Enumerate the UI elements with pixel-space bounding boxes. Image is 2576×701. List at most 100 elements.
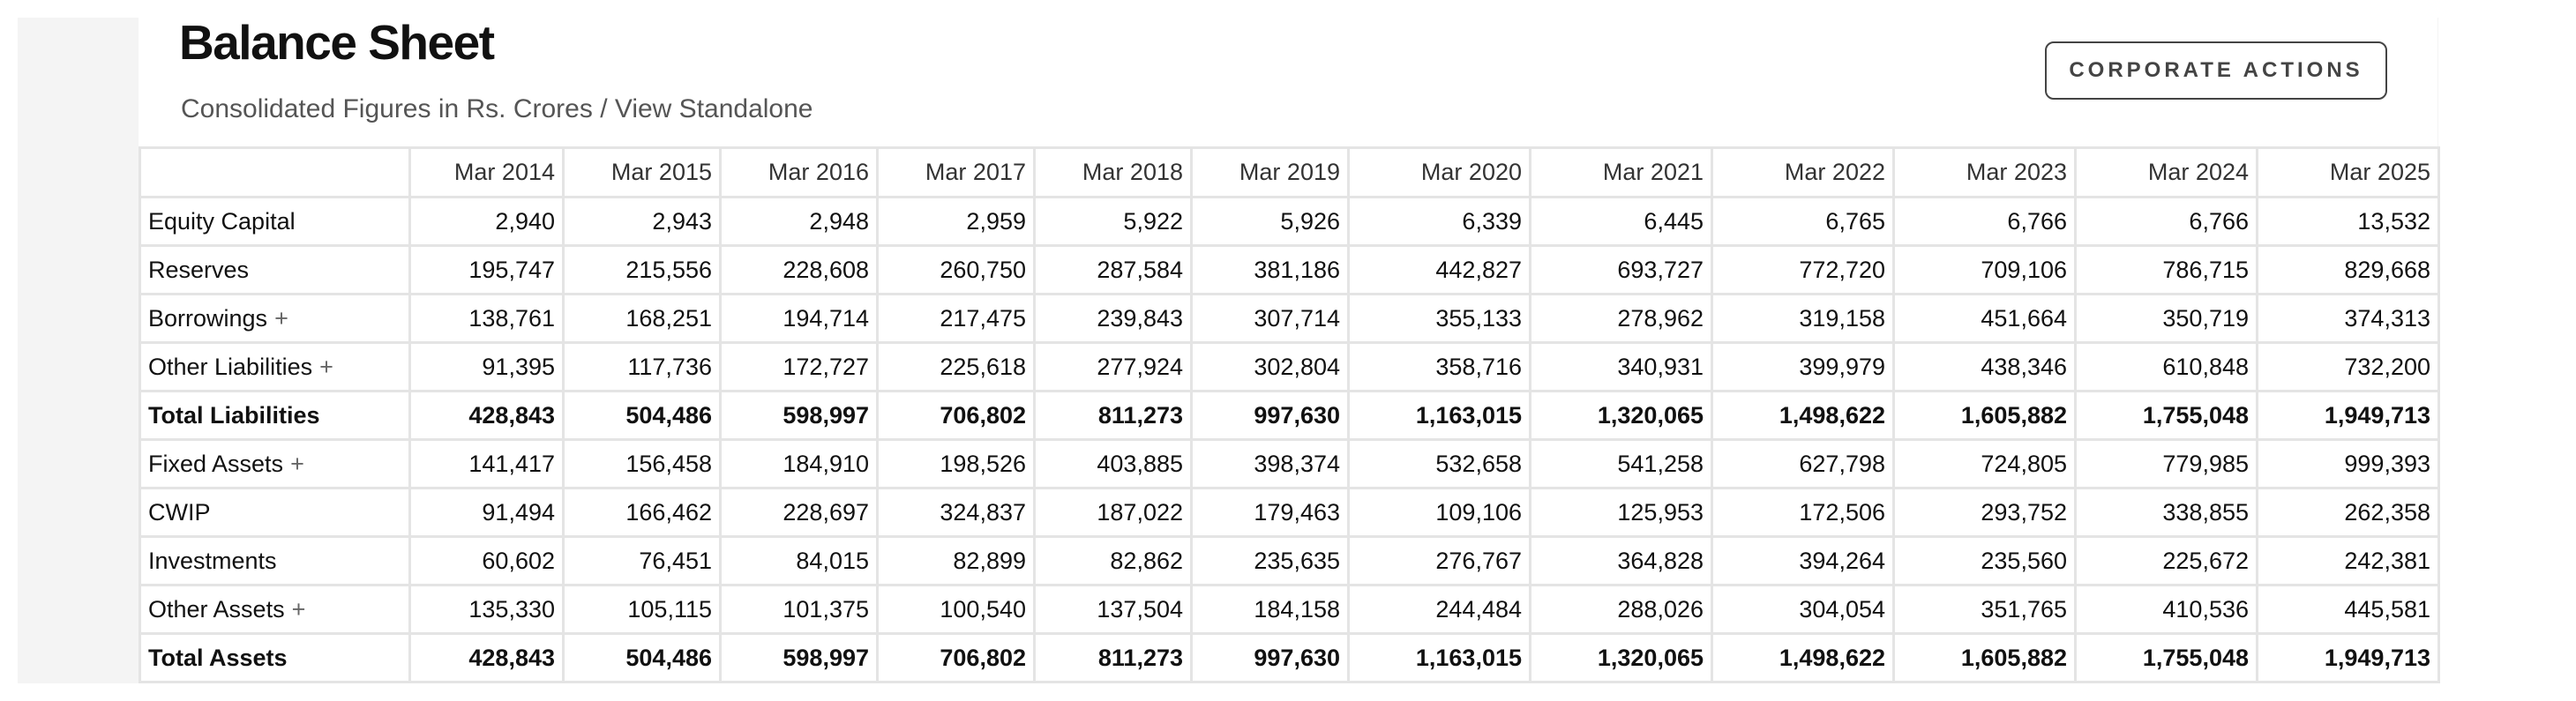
row-label: Borrowings: [148, 304, 268, 332]
value-cell: 398,374: [1190, 438, 1350, 489]
value-cell: 428,843: [408, 632, 565, 683]
value-cell: 168,251: [562, 293, 722, 344]
column-header: Mar 2020: [1347, 146, 1531, 198]
value-cell: 2,943: [562, 196, 722, 247]
row-label-cell: CWIP: [139, 487, 411, 538]
value-cell: 84,015: [719, 535, 879, 586]
value-cell: 225,618: [876, 341, 1036, 392]
value-cell: 172,506: [1711, 487, 1895, 538]
value-cell: 278,962: [1529, 293, 1713, 344]
value-cell: 13,532: [2256, 196, 2440, 247]
value-cell: 156,458: [562, 438, 722, 489]
value-cell: 1,320,065: [1529, 632, 1713, 683]
row-label: Total Assets: [148, 644, 288, 671]
value-cell: 276,767: [1347, 535, 1531, 586]
value-cell: 194,714: [719, 293, 879, 344]
value-cell: 228,697: [719, 487, 879, 538]
row-label-cell: Total Liabilities: [139, 390, 411, 441]
table-row[interactable]: Borrowings +138,761 168,251 194,714 217,475 2…: [139, 293, 2440, 344]
expand-plus-icon[interactable]: +: [319, 353, 333, 380]
column-header: Mar 2023: [1892, 146, 2077, 198]
value-cell: 829,668: [2256, 244, 2440, 295]
value-cell: 541,258: [1529, 438, 1713, 489]
value-cell: 324,837: [876, 487, 1036, 538]
value-cell: 117,736: [562, 341, 722, 392]
row-label: CWIP: [148, 498, 211, 526]
value-cell: 91,494: [408, 487, 565, 538]
value-cell: 260,750: [876, 244, 1036, 295]
value-cell: 215,556: [562, 244, 722, 295]
balance-sheet-table: Mar 2014 Mar 2015 Mar 2016 Mar 2017 Mar 2018…: [139, 146, 2440, 683]
table-row[interactable]: Other Assets +135,330 105,115 101,375 100,54…: [139, 584, 2440, 635]
expand-plus-icon[interactable]: +: [291, 595, 306, 623]
value-cell: 225,672: [2074, 535, 2258, 586]
value-cell: 235,635: [1190, 535, 1350, 586]
table-row: Reserves 195,747 215,556 228,608 260,750 287,…: [139, 244, 2440, 295]
value-cell: 1,163,015: [1347, 632, 1531, 683]
expand-plus-icon[interactable]: +: [290, 450, 304, 477]
value-cell: 5,926: [1190, 196, 1350, 247]
value-cell: 779,985: [2074, 438, 2258, 489]
table-row[interactable]: Fixed Assets +141,417 156,458 184,910 198,52…: [139, 438, 2440, 489]
value-cell: 1,163,015: [1347, 390, 1531, 441]
value-cell: 304,054: [1711, 584, 1895, 635]
value-cell: 6,445: [1529, 196, 1713, 247]
value-cell: 1,755,048: [2074, 390, 2258, 441]
value-cell: 6,766: [2074, 196, 2258, 247]
value-cell: 610,848: [2074, 341, 2258, 392]
table-row[interactable]: Other Liabilities +91,395 117,736 172,727 22…: [139, 341, 2440, 392]
row-label-cell: Total Assets: [139, 632, 411, 683]
row-label: Investments: [148, 547, 277, 574]
value-cell: 307,714: [1190, 293, 1350, 344]
value-cell: 1,605,882: [1892, 390, 2077, 441]
value-cell: 82,899: [876, 535, 1036, 586]
value-cell: 288,026: [1529, 584, 1713, 635]
value-cell: 76,451: [562, 535, 722, 586]
corporate-actions-button[interactable]: CORPORATE ACTIONS: [2045, 41, 2387, 100]
value-cell: 997,630: [1190, 390, 1350, 441]
value-cell: 137,504: [1033, 584, 1193, 635]
value-cell: 706,802: [876, 390, 1036, 441]
row-label-cell[interactable]: Borrowings +: [139, 293, 411, 344]
value-cell: 1,498,622: [1711, 390, 1895, 441]
row-label: Equity Capital: [148, 207, 296, 235]
value-cell: 262,358: [2256, 487, 2440, 538]
value-cell: 438,346: [1892, 341, 2077, 392]
value-cell: 2,959: [876, 196, 1036, 247]
table-row: Equity Capital 2,940 2,943 2,948 2,959 5,922 5…: [139, 196, 2440, 247]
column-header: Mar 2014: [408, 146, 565, 198]
value-cell: 166,462: [562, 487, 722, 538]
row-label-cell: Equity Capital: [139, 196, 411, 247]
expand-plus-icon[interactable]: +: [274, 304, 288, 332]
column-header: Mar 2022: [1711, 146, 1895, 198]
value-cell: 504,486: [562, 632, 722, 683]
value-cell: 184,910: [719, 438, 879, 489]
page-title: Balance Sheet: [179, 15, 495, 70]
row-label-cell: Investments: [139, 535, 411, 586]
value-cell: 125,953: [1529, 487, 1713, 538]
value-cell: 451,664: [1892, 293, 2077, 344]
page-subtitle[interactable]: Consolidated Figures in Rs. Crores / Vie…: [181, 94, 813, 123]
value-cell: 351,765: [1892, 584, 2077, 635]
value-cell: 706,802: [876, 632, 1036, 683]
value-cell: 598,997: [719, 390, 879, 441]
value-cell: 355,133: [1347, 293, 1531, 344]
header-corner-cell: [139, 146, 411, 198]
value-cell: 364,828: [1529, 535, 1713, 586]
table-row: Investments 60,602 76,451 84,015 82,899 82,86…: [139, 535, 2440, 586]
column-header: Mar 2025: [2256, 146, 2440, 198]
value-cell: 100,540: [876, 584, 1036, 635]
column-header: Mar 2019: [1190, 146, 1350, 198]
row-label-cell[interactable]: Other Liabilities +: [139, 341, 411, 392]
value-cell: 811,273: [1033, 390, 1193, 441]
value-cell: 5,922: [1033, 196, 1193, 247]
value-cell: 2,948: [719, 196, 879, 247]
value-cell: 277,924: [1033, 341, 1193, 392]
value-cell: 138,761: [408, 293, 565, 344]
value-cell: 1,320,065: [1529, 390, 1713, 441]
row-label-cell[interactable]: Fixed Assets +: [139, 438, 411, 489]
row-label-cell[interactable]: Other Assets +: [139, 584, 411, 635]
value-cell: 1,949,713: [2256, 390, 2440, 441]
value-cell: 504,486: [562, 390, 722, 441]
value-cell: 1,949,713: [2256, 632, 2440, 683]
